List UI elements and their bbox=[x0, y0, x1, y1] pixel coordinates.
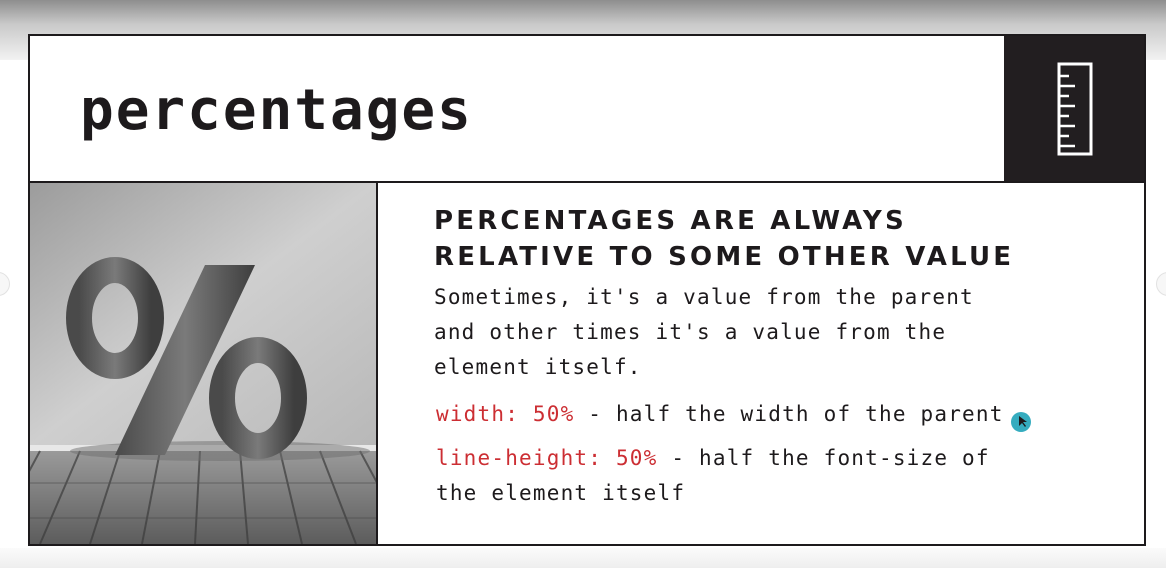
example-description: - half the width of the parent bbox=[574, 402, 1004, 426]
header-icon-box bbox=[1004, 36, 1144, 181]
code-snippet: width: 50% bbox=[436, 402, 575, 426]
code-snippet: line-height: 50% bbox=[436, 446, 658, 470]
example-width: width: 50% - half the width of the paren… bbox=[436, 397, 1136, 432]
next-slide-button[interactable] bbox=[1156, 272, 1166, 296]
percent-sign-image bbox=[30, 183, 378, 544]
example-line-height: line-height: 50% - half the font-size of… bbox=[436, 441, 1136, 511]
title-row: percentages bbox=[30, 36, 1144, 183]
percent-sign-3d bbox=[30, 183, 376, 544]
content-panel: PERCENTAGES ARE ALWAYS RELATIVE TO SOME … bbox=[378, 183, 1144, 544]
slide: percentages bbox=[28, 34, 1146, 546]
example-description: - half the font-size of the element itse… bbox=[436, 446, 990, 505]
previous-slide-button[interactable] bbox=[0, 272, 10, 296]
mouse-cursor-icon bbox=[1011, 412, 1031, 432]
body-paragraph: Sometimes, it's a value from the parent … bbox=[434, 285, 974, 379]
ruler-icon bbox=[1057, 62, 1093, 156]
slide-title: percentages bbox=[80, 78, 473, 143]
section-heading: PERCENTAGES ARE ALWAYS RELATIVE TO SOME … bbox=[434, 206, 1015, 272]
viewer-bottom-shadow bbox=[0, 548, 1166, 568]
